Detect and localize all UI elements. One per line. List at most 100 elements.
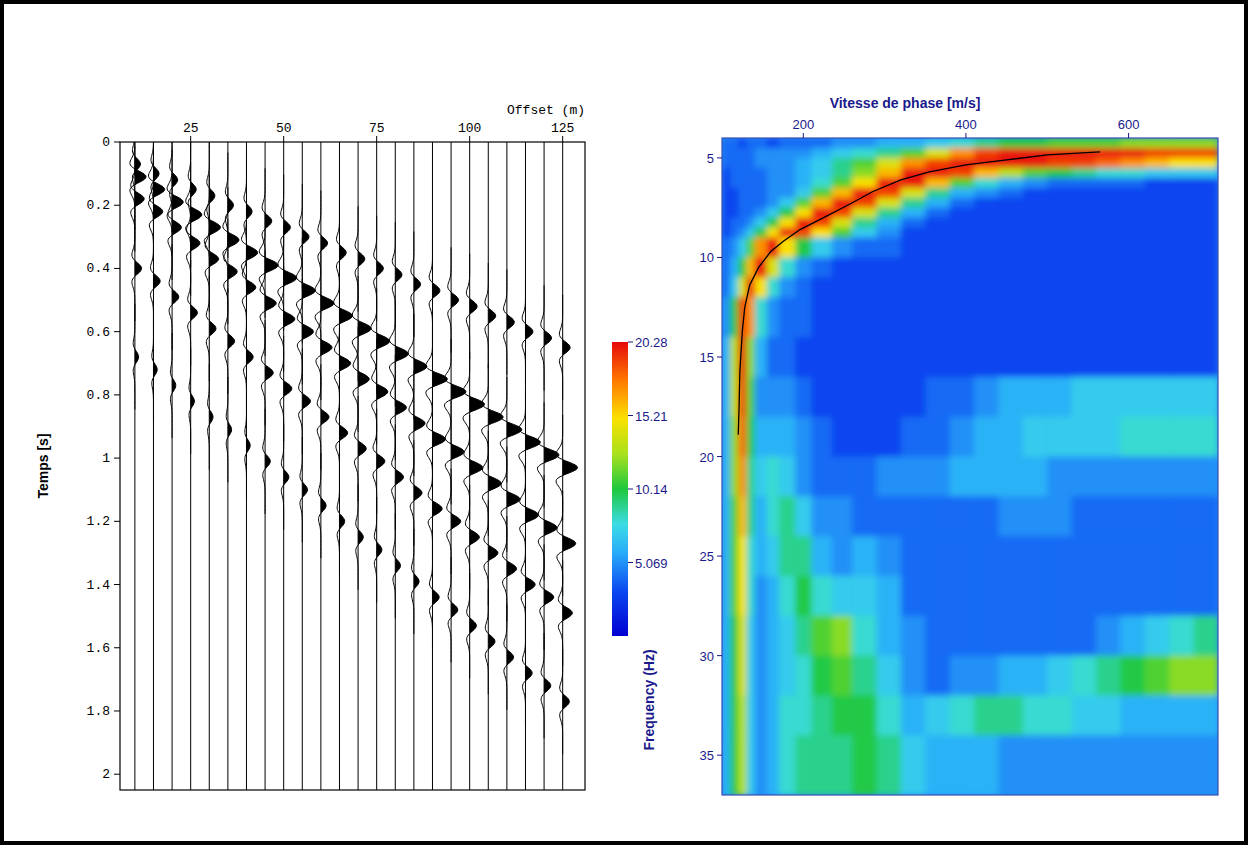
heatmap-cell: [1145, 616, 1170, 656]
heatmap-cell: [722, 457, 731, 497]
wavelet-line: [519, 390, 540, 495]
heatmap-cell: [1120, 496, 1145, 536]
heatmap-cell: [876, 148, 901, 159]
heatmap-cell: [811, 208, 832, 219]
wavelet-fill: [246, 304, 253, 409]
heatmap-cell: [974, 337, 999, 377]
heatmap-cell: [1194, 188, 1218, 199]
heatmap-cell: [1096, 496, 1121, 536]
heatmap-cell: [1145, 168, 1170, 179]
heatmap-cell: [779, 228, 796, 239]
heatmap-cell: [795, 138, 812, 149]
heatmap-cell: [1169, 158, 1194, 169]
x-axis-title: Offset (m): [507, 103, 585, 118]
heatmap-cell: [925, 576, 950, 616]
heatmap-cell: [832, 188, 853, 199]
y-tick: [114, 331, 120, 332]
heatmap-cell: [1120, 198, 1145, 209]
y-tick: [114, 521, 120, 522]
wavelet-fill: [470, 484, 480, 589]
heatmap-cell: [1047, 735, 1072, 795]
heatmap-cell: [779, 218, 796, 229]
wavelet-fill: [395, 513, 400, 618]
heatmap-cell: [795, 198, 812, 209]
wavelet-line: [260, 251, 276, 356]
heatmap-cell: [1145, 297, 1170, 337]
wavelet-line: [559, 295, 570, 400]
x-tick-label: 400: [955, 117, 977, 132]
wavelet: [317, 364, 329, 469]
heatmap-cell: [974, 417, 999, 457]
heatmap-cell: [779, 735, 796, 795]
wavelet-fill: [339, 311, 350, 416]
heatmap-cell: [852, 238, 877, 259]
wavelet: [485, 263, 496, 368]
heatmap-cell: [722, 188, 731, 199]
wavelet-fill: [525, 620, 532, 725]
wavelet-fill: [525, 532, 535, 637]
heatmap-cell: [1096, 656, 1121, 696]
heatmap-cell: [1169, 228, 1194, 239]
heatmap-cell: [746, 228, 755, 239]
wavelet-line: [335, 311, 351, 416]
wavelet: [500, 377, 521, 482]
wavelet-line: [354, 396, 366, 501]
heatmap-cell: [722, 297, 731, 337]
x-tick: [283, 136, 284, 142]
wavelet-fill: [284, 266, 295, 371]
wavelet-fill: [358, 396, 366, 501]
heatmap-cell: [925, 297, 950, 337]
heatmap-cell: [832, 208, 853, 219]
heatmap-cell: [767, 228, 780, 239]
heatmap-cell: [832, 297, 853, 337]
heatmap-cell: [925, 168, 950, 179]
wavelet-line: [170, 333, 175, 438]
heatmap-cell: [1194, 616, 1218, 656]
heatmap-cell: [795, 656, 812, 696]
heatmap-cell: [1072, 228, 1097, 239]
heatmap-cell: [746, 188, 755, 199]
heatmap-cell: [998, 208, 1023, 219]
heatmap-cell: [811, 576, 832, 616]
heatmap-cell: [738, 218, 747, 229]
heatmap-cell: [832, 218, 853, 229]
heatmap-cell: [925, 178, 950, 189]
heatmap-cell: [925, 735, 950, 795]
wavelet: [132, 216, 142, 321]
heatmap-cell: [1169, 576, 1194, 616]
wavelet: [281, 424, 289, 529]
heatmap-cell: [738, 656, 747, 696]
heatmap-cell: [811, 198, 832, 209]
heatmap-cell: [738, 178, 747, 189]
heatmap-cell: [950, 208, 975, 219]
x-tick-label: 125: [551, 121, 574, 136]
wavelet-fill: [451, 247, 458, 352]
x-tick: [803, 133, 804, 138]
wavelet-line: [187, 190, 200, 295]
wavelet-line: [372, 339, 388, 444]
heatmap-cell: [722, 656, 731, 696]
wavelet-line: [371, 288, 390, 393]
wavelet-line: [448, 247, 459, 352]
wavelet-fill: [432, 545, 439, 650]
colorbar: [612, 342, 628, 636]
heatmap-cell: [779, 616, 796, 656]
heatmap-cell: [1023, 238, 1048, 259]
wavelet-line: [520, 462, 539, 567]
heatmap-cell: [811, 616, 832, 656]
heatmap-cell: [852, 218, 877, 229]
y-tick-label: 1.8: [87, 704, 110, 719]
heatmap-cell: [1169, 735, 1194, 795]
wavelet: [390, 301, 409, 406]
heatmap-cell: [795, 496, 812, 536]
heatmap-cell: [1194, 337, 1218, 377]
heatmap-cell: [832, 457, 853, 497]
heatmap-cell: [1120, 377, 1145, 417]
wavelet-fill: [209, 206, 218, 311]
heatmap-cell: [998, 536, 1023, 576]
wavelet-line: [556, 415, 577, 520]
heatmap-cell: [1072, 656, 1097, 696]
heatmap-cell: [1047, 576, 1072, 616]
wavelet-line: [483, 431, 502, 536]
y-tick: [114, 710, 120, 711]
